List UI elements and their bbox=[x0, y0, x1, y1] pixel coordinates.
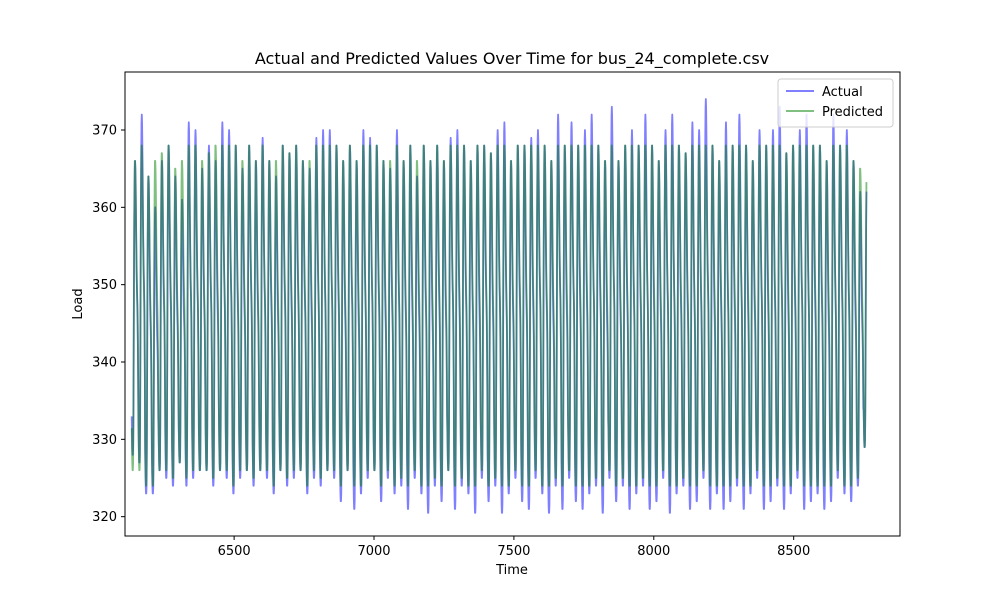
x-tick-label: 7500 bbox=[497, 544, 530, 559]
y-tick-label: 350 bbox=[92, 278, 117, 293]
x-tick-label: 7000 bbox=[357, 544, 390, 559]
y-axis: 320 330 340 350 360 370 bbox=[92, 124, 125, 525]
series-layer bbox=[130, 98, 868, 514]
legend-label-predicted: Predicted bbox=[822, 105, 883, 120]
x-axis-label: Time bbox=[495, 563, 528, 578]
x-tick-label: 6500 bbox=[218, 544, 251, 559]
x-tick-label: 8000 bbox=[637, 544, 670, 559]
y-tick-label: 330 bbox=[92, 433, 117, 448]
y-tick-label: 340 bbox=[92, 356, 117, 371]
y-tick-label: 360 bbox=[92, 201, 117, 216]
legend-label-actual: Actual bbox=[822, 85, 863, 100]
legend: Actual Predicted bbox=[777, 78, 894, 128]
y-axis-label: Load bbox=[71, 288, 86, 319]
x-tick-label: 8500 bbox=[777, 544, 810, 559]
y-tick-label: 370 bbox=[92, 124, 117, 139]
y-tick-label: 320 bbox=[92, 510, 117, 525]
x-axis: 6500 7000 7500 8000 8500 bbox=[218, 536, 810, 559]
plot-frame bbox=[124, 71, 901, 537]
series-line-predicted bbox=[130, 144, 868, 487]
chart-title: Actual and Predicted Values Over Time fo… bbox=[255, 49, 769, 69]
